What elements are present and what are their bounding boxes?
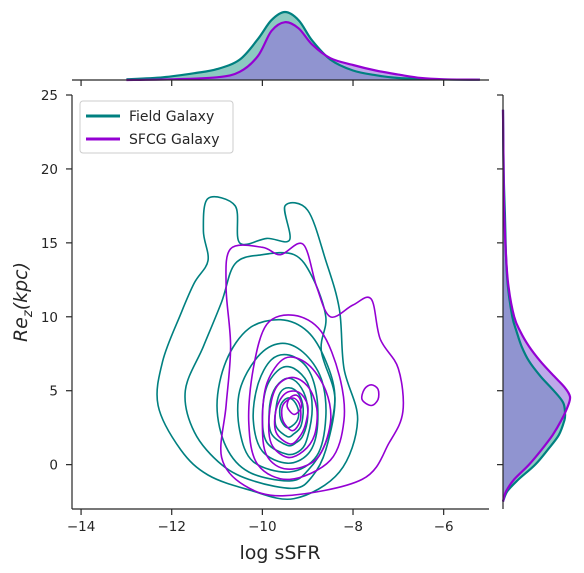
- top-kde-line-field: [126, 10, 480, 81]
- y-axis-label-main: Re: [10, 317, 32, 342]
- y-axis-label-sub: z: [21, 309, 36, 318]
- top-kde-line-sfcg: [126, 21, 480, 82]
- contour-field-1: [184, 251, 336, 490]
- y-tick-label: 0: [49, 458, 58, 474]
- contour-field-8: [278, 397, 300, 429]
- contour-sfcg-4: [273, 390, 309, 445]
- main-axes-spines: [71, 79, 504, 510]
- legend-label-sfcg: SFCG Galaxy: [129, 132, 219, 148]
- right-marginal-kde: [501, 109, 572, 503]
- contour-sfcg-3: [267, 376, 319, 459]
- y-axis-label-suffix: (kpc): [10, 262, 32, 310]
- x-tick-label: −14: [67, 519, 96, 535]
- x-tick-label: −8: [343, 519, 363, 535]
- x-axis-label: log sSFR: [239, 542, 320, 564]
- top-kde-fill-sfcg: [126, 22, 480, 80]
- legend: Field Galaxy SFCG Galaxy: [79, 100, 234, 154]
- y-tick-label: 5: [49, 384, 58, 400]
- contour-sfcg-6: [286, 394, 303, 416]
- contour-sfcg-2: [261, 356, 332, 470]
- x-tick-label: −10: [248, 519, 277, 535]
- x-tick-label: −6: [434, 519, 454, 535]
- right-kde-fill-sfcg: [503, 109, 571, 502]
- contour-sfcg-1: [247, 314, 346, 481]
- contour-sfcg-7: [360, 383, 380, 407]
- y-tick-label: 15: [41, 236, 58, 252]
- x-axis-ticks: −14 −12 −10 −8 −6: [67, 80, 454, 535]
- contour-sfcg-5: [280, 397, 302, 432]
- main-kde-contours: [156, 196, 405, 501]
- contour-field-4: [252, 353, 319, 465]
- y-axis-label: Rez(kpc): [10, 262, 36, 342]
- legend-label-field: Field Galaxy: [129, 109, 214, 125]
- y-axis-ticks: 0 5 10 15 20 25: [41, 88, 503, 474]
- y-tick-label: 10: [41, 310, 58, 326]
- contour-sfcg-0: [220, 242, 405, 497]
- y-tick-label: 20: [41, 162, 58, 178]
- contour-field-0: [156, 196, 359, 501]
- contour-field-3: [236, 342, 327, 473]
- y-tick-label: 25: [41, 88, 58, 104]
- x-tick-label: −12: [157, 519, 186, 535]
- right-kde-line-sfcg: [501, 109, 572, 502]
- top-marginal-kde: [126, 10, 480, 82]
